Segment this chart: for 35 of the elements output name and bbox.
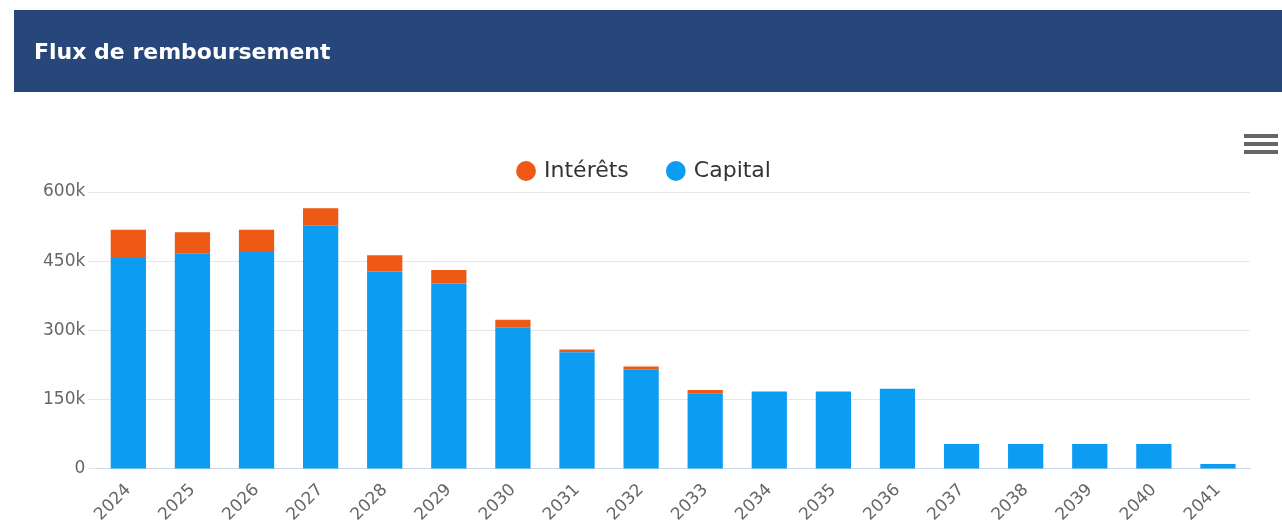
bar bbox=[943, 444, 980, 469]
bar bbox=[687, 390, 723, 394]
bar bbox=[1008, 444, 1044, 469]
y-tick-label: 150k bbox=[43, 388, 86, 409]
bar bbox=[1072, 444, 1108, 469]
y-tick-label: 300k bbox=[43, 318, 86, 339]
bar bbox=[559, 349, 595, 353]
bar bbox=[815, 391, 852, 469]
y-tick-label: 600k bbox=[43, 180, 86, 201]
bar bbox=[303, 225, 339, 469]
y-tick-label: 450k bbox=[43, 249, 86, 270]
bar bbox=[367, 271, 403, 469]
bar bbox=[687, 393, 723, 469]
bar bbox=[1136, 444, 1172, 469]
bar bbox=[431, 283, 467, 469]
bar bbox=[174, 232, 211, 254]
bar bbox=[623, 366, 659, 370]
bar bbox=[238, 229, 275, 252]
bar bbox=[879, 388, 916, 469]
chart-title: Flux de remboursement bbox=[34, 38, 331, 64]
legend-label: Intérêts bbox=[544, 156, 629, 182]
bar bbox=[110, 229, 146, 259]
y-tick-label: 0 bbox=[74, 457, 86, 478]
bar bbox=[303, 208, 339, 226]
bar bbox=[367, 255, 403, 272]
bar bbox=[559, 352, 595, 469]
bar bbox=[238, 251, 275, 469]
bar bbox=[623, 369, 659, 469]
bar bbox=[495, 319, 531, 328]
bar bbox=[495, 327, 531, 469]
bar bbox=[751, 391, 787, 469]
bar bbox=[174, 253, 211, 469]
legend-label: Capital bbox=[693, 156, 771, 182]
bar bbox=[431, 270, 467, 284]
bar bbox=[110, 258, 146, 469]
